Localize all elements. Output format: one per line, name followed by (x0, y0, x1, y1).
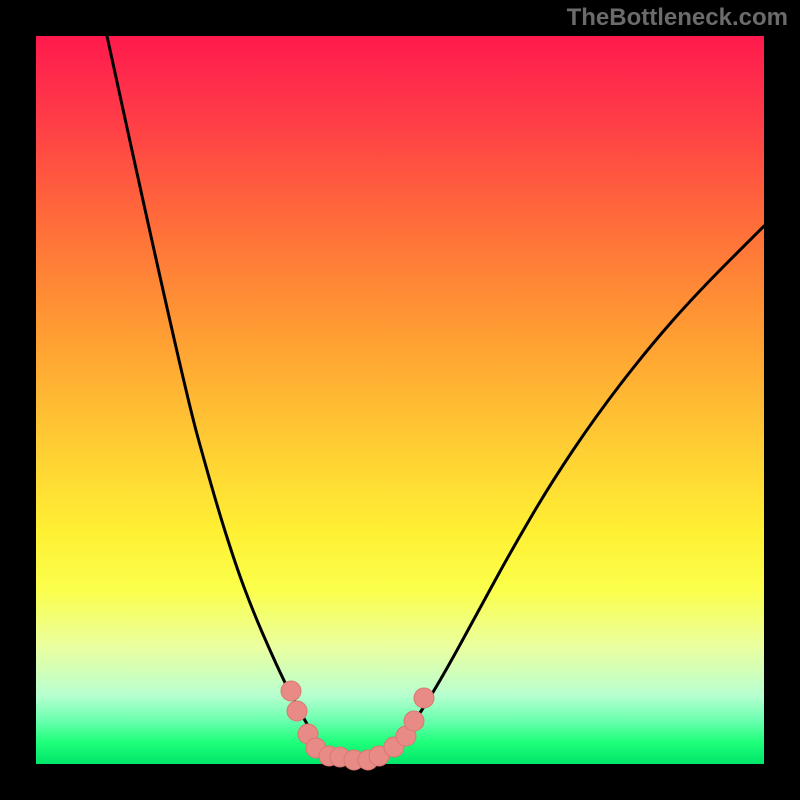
curve-layer (36, 36, 764, 764)
data-marker (281, 681, 301, 701)
chart-frame: TheBottleneck.com (0, 0, 800, 800)
data-marker (404, 711, 424, 731)
marker-group (281, 681, 434, 770)
curve-right (376, 226, 764, 759)
watermark-text: TheBottleneck.com (567, 4, 788, 32)
plot-area (36, 36, 764, 764)
data-marker (414, 688, 434, 708)
data-marker (287, 701, 307, 721)
curve-left (107, 36, 340, 759)
